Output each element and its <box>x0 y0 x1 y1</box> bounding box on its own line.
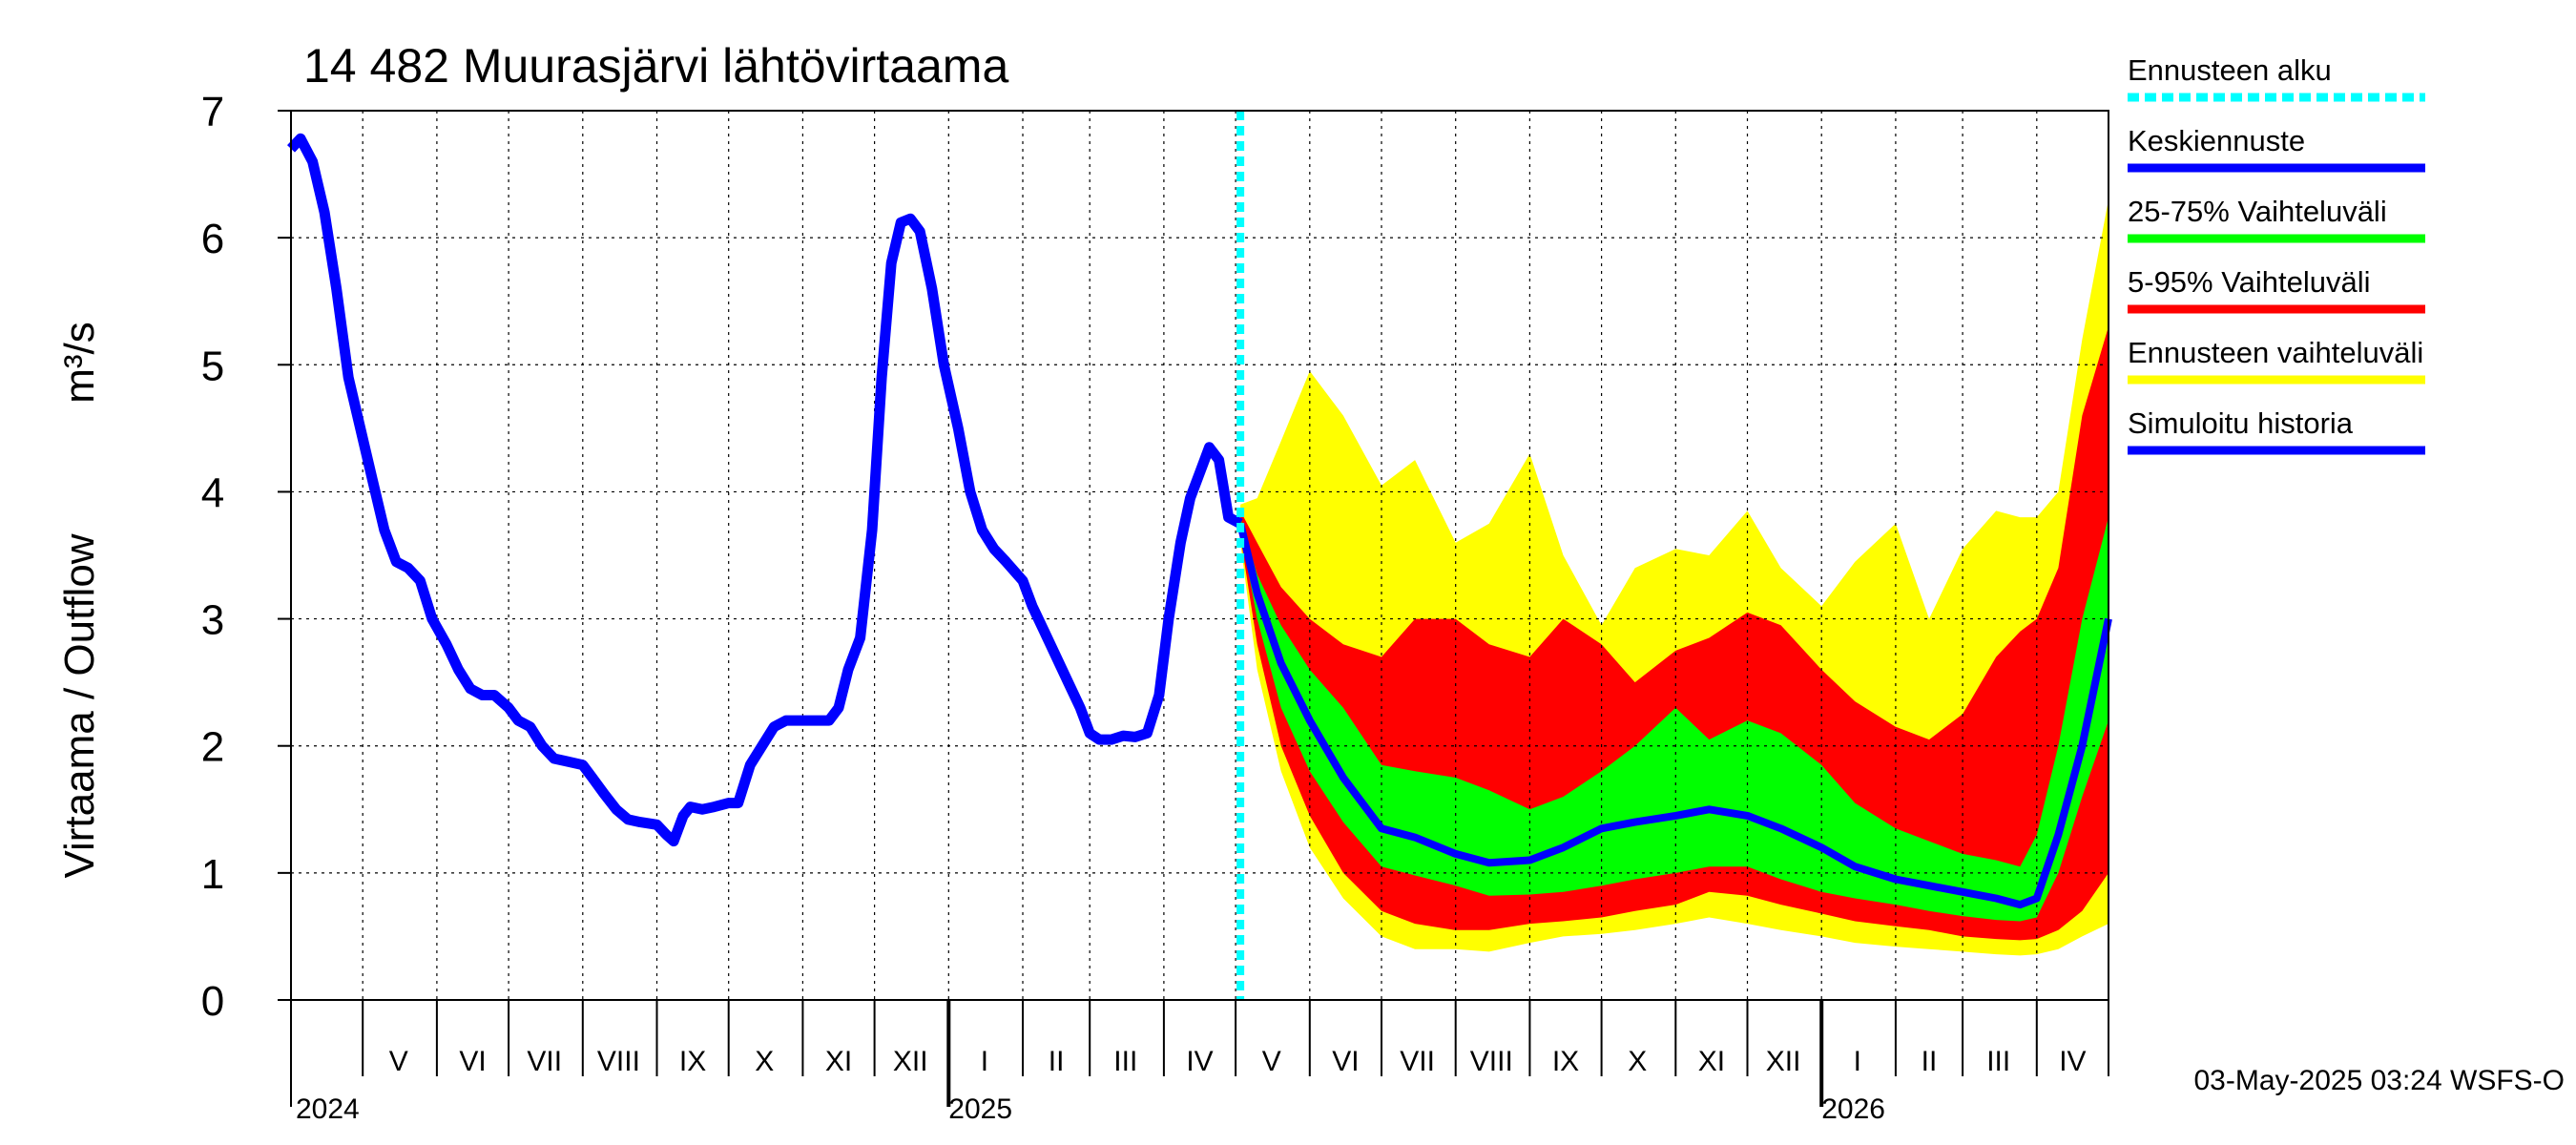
history-line <box>286 133 1243 847</box>
y-tick-label: 6 <box>201 216 224 262</box>
year-label: 2026 <box>1821 1093 1885 1125</box>
month-label: V <box>1262 1046 1281 1077</box>
legend-label: Keskiennuste <box>2128 124 2305 157</box>
month-label: XII <box>893 1046 928 1077</box>
forecast-bands <box>1240 199 2109 956</box>
month-label: III <box>1986 1046 2010 1077</box>
month-label: I <box>1854 1046 1861 1077</box>
month-label: IV <box>1186 1046 1213 1077</box>
legend: Ennusteen alku Keskiennuste 25-75% Vaihtel… <box>2128 53 2425 455</box>
month-label: III <box>1113 1046 1137 1077</box>
month-label: V <box>389 1046 408 1077</box>
month-label: VII <box>1400 1046 1435 1077</box>
legend-label: 25-75% Vaihteluväli <box>2128 195 2387 228</box>
y-tick-label: 2 <box>201 724 224 771</box>
median-forecast-line <box>1236 522 2112 909</box>
month-label: XII <box>1766 1046 1801 1077</box>
footer-timestamp: 03-May-2025 03:24 WSFS-O <box>2194 1065 2566 1096</box>
band-25-75 <box>1240 517 2109 922</box>
y-tick-label: 0 <box>201 978 224 1025</box>
axes <box>278 110 2109 1107</box>
chart-title: 14 482 Muurasjärvi lähtövirtaama <box>303 39 1008 93</box>
legend-label: 5-95% Vaihteluväli <box>2128 265 2370 299</box>
month-label: II <box>1922 1046 1938 1077</box>
month-label: VIII <box>1470 1046 1513 1077</box>
month-label: IX <box>679 1046 706 1077</box>
month-label: X <box>755 1046 774 1077</box>
year-label: 2025 <box>948 1093 1012 1125</box>
month-label: IV <box>2059 1046 2086 1077</box>
month-label: VI <box>459 1046 486 1077</box>
y-tick-label: 7 <box>201 89 224 135</box>
plot-frame <box>290 110 2109 1001</box>
month-label: II <box>1049 1046 1065 1077</box>
y-tick-label: 5 <box>201 343 224 389</box>
y-axis-unit: m³/s <box>56 322 103 404</box>
month-label: IX <box>1552 1046 1579 1077</box>
legend-label: Ennusteen alku <box>2128 53 2332 87</box>
month-label: VI <box>1332 1046 1359 1077</box>
y-tick-label: 4 <box>201 469 224 516</box>
series-lines <box>286 111 2112 1000</box>
y-tick-label: 1 <box>201 851 224 898</box>
month-label: X <box>1628 1046 1647 1077</box>
month-label: VII <box>527 1046 562 1077</box>
legend-label: Ennusteen vaihteluväli <box>2128 336 2423 369</box>
month-label: VIII <box>597 1046 640 1077</box>
month-label: XI <box>1698 1046 1725 1077</box>
month-label: I <box>981 1046 988 1077</box>
month-label: XI <box>825 1046 852 1077</box>
y-axis-label: Virtaama / Outflow <box>56 533 103 878</box>
y-tick-label: 3 <box>201 597 224 644</box>
legend-label: Simuloitu historia <box>2128 406 2354 440</box>
year-label: 2024 <box>296 1093 360 1125</box>
